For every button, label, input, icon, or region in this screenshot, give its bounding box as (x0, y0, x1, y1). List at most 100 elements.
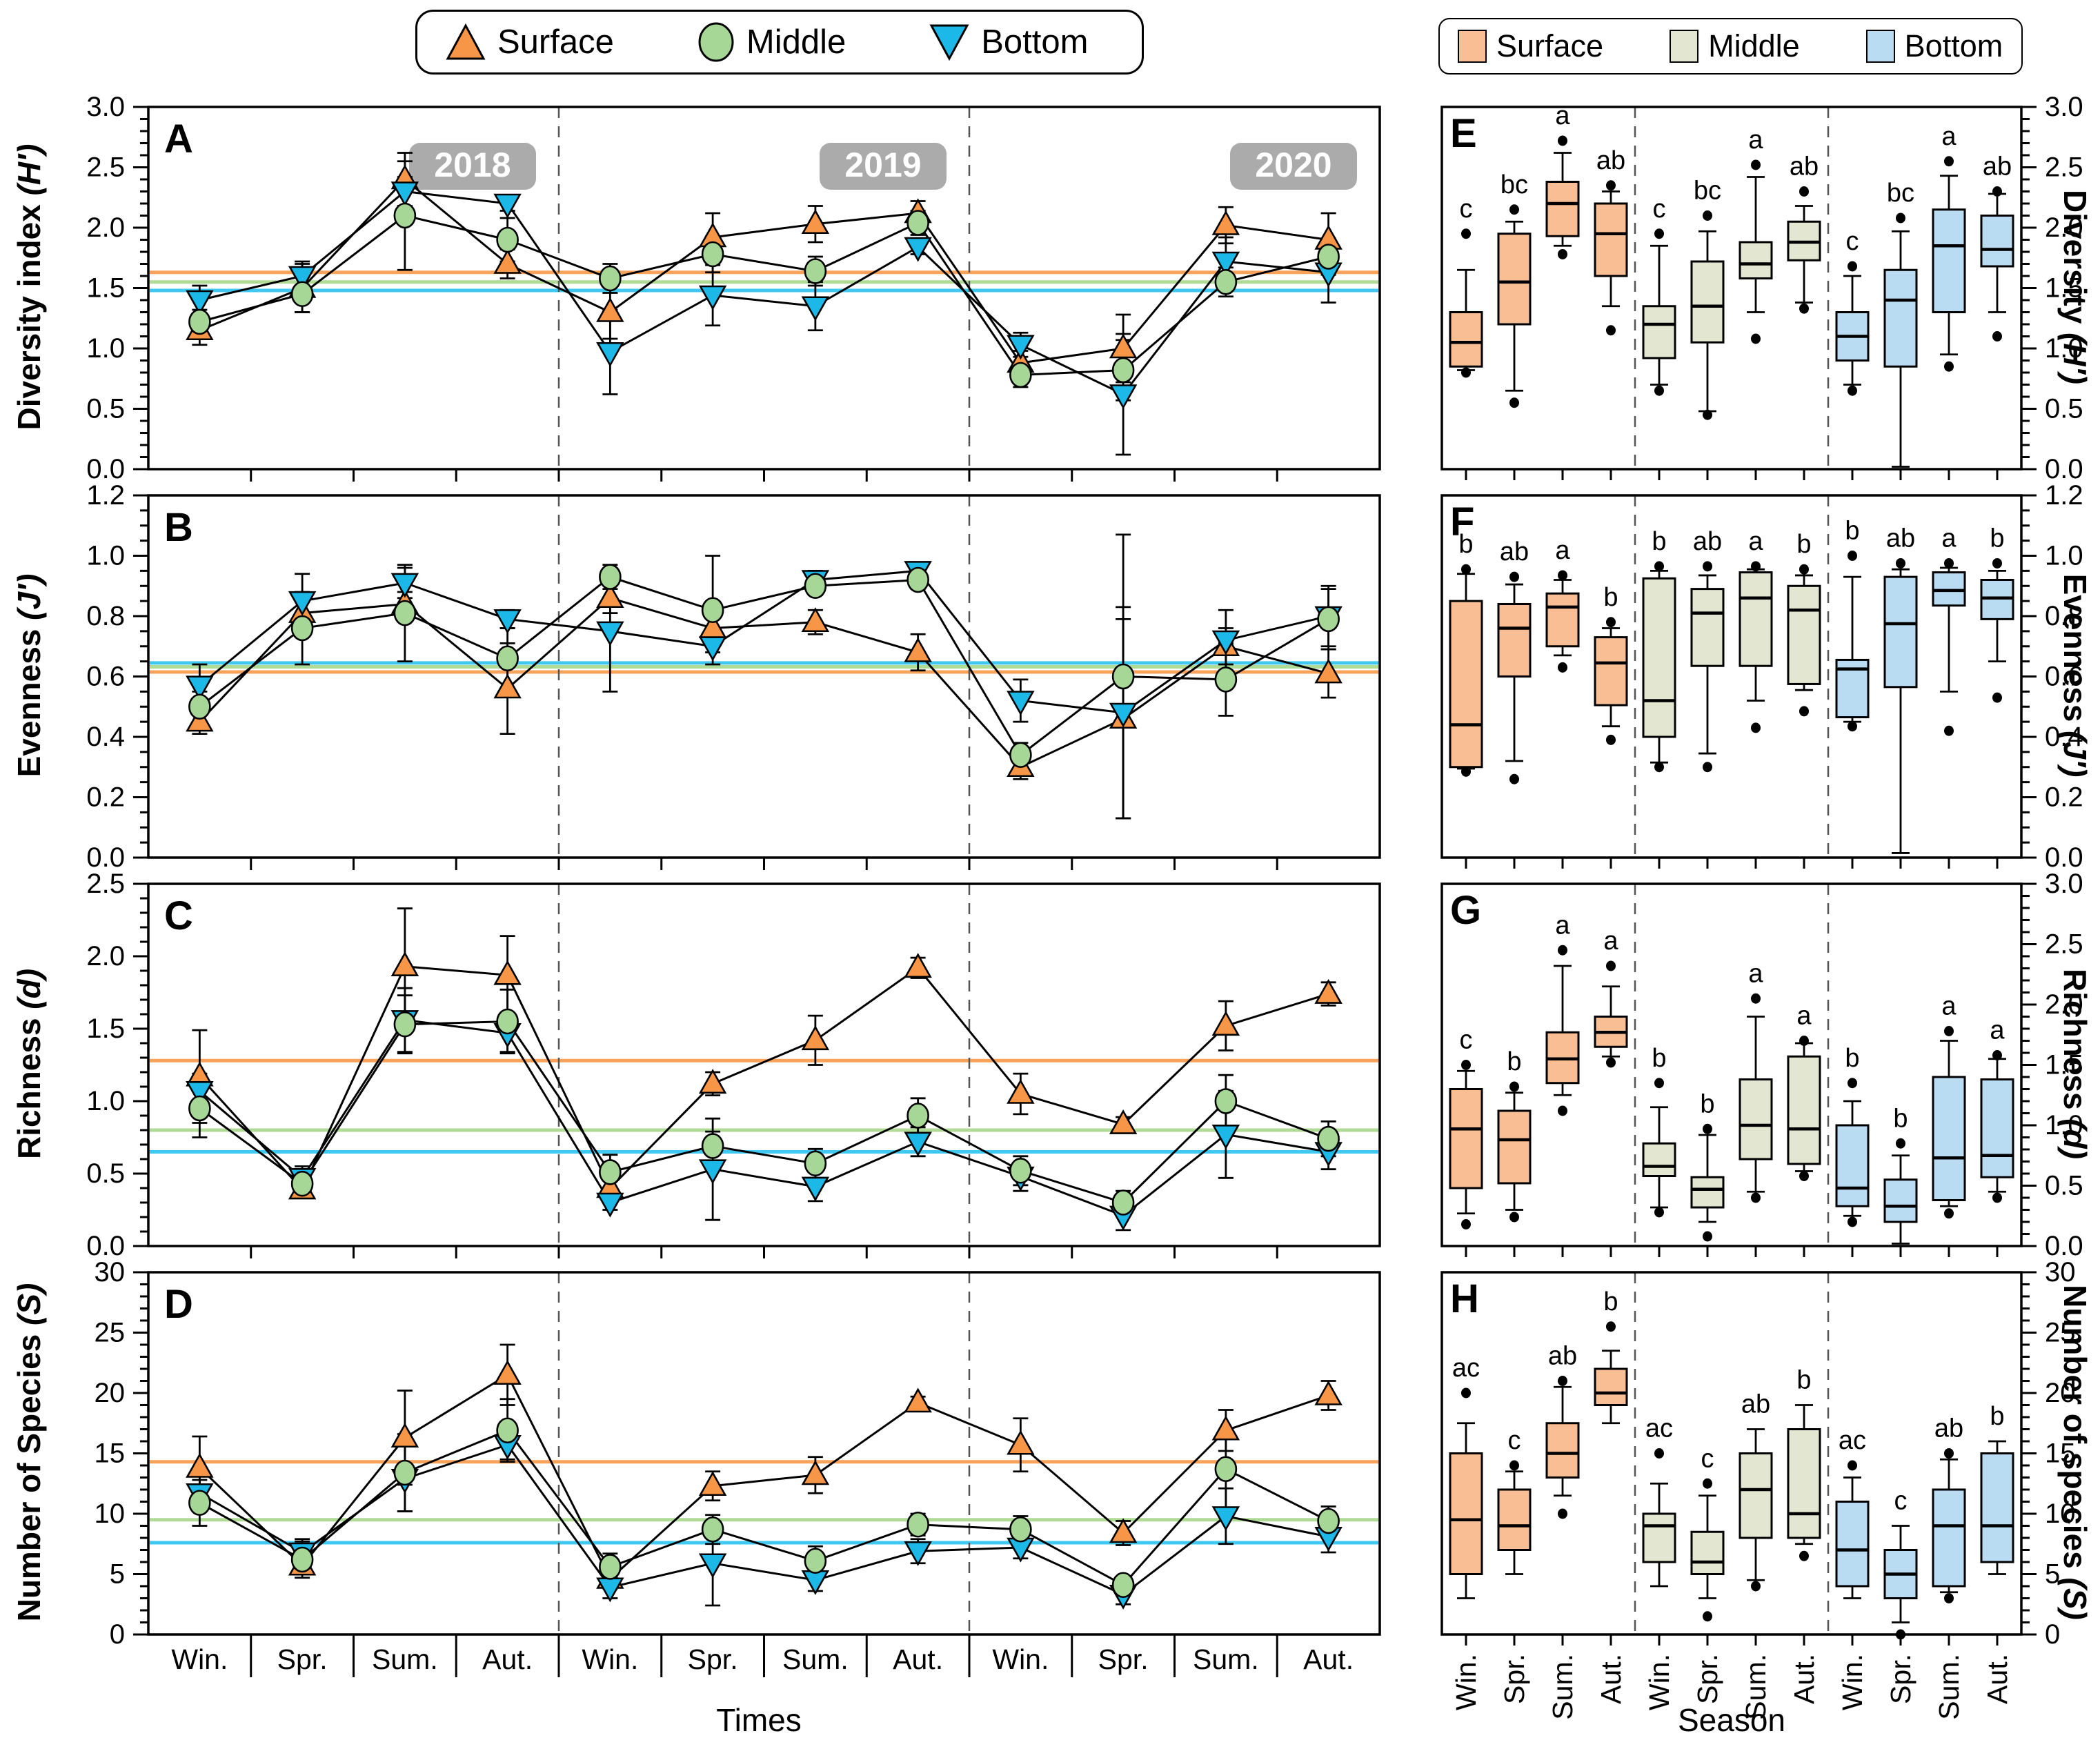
svg-text:3.0: 3.0 (2045, 92, 2083, 122)
legend-item-box-middle: Middle (1670, 28, 1800, 64)
series-line-middle (199, 575, 1329, 757)
svg-text:ac: ac (1839, 1426, 1866, 1455)
svg-text:0.2: 0.2 (86, 782, 125, 813)
legend-item-bottom: Bottom (927, 21, 1088, 63)
svg-text:30: 30 (2045, 1257, 2076, 1287)
svg-text:b: b (1603, 1287, 1618, 1316)
panel-letter-A: A (164, 117, 193, 161)
svg-text:1.0: 1.0 (2045, 333, 2083, 364)
legend-item-box-bottom: Bottom (1865, 28, 2003, 64)
series-line-bottom (199, 1018, 1329, 1217)
svg-text:a: a (1990, 1016, 2005, 1045)
svg-text:b: b (1603, 583, 1618, 612)
svg-text:Aut.: Aut. (893, 1643, 943, 1675)
series-line-surface (199, 1373, 1329, 1581)
svg-text:1.2: 1.2 (2045, 480, 2083, 511)
svg-text:1.5: 1.5 (86, 273, 125, 304)
boxgroup-bottom: b b a a (1835, 992, 2014, 1245)
svg-text:Win.: Win. (1643, 1654, 1675, 1710)
svg-text:Spr.: Spr. (277, 1643, 328, 1675)
panel-D-mean-lines (150, 1460, 1378, 1545)
series-line-bottom (199, 190, 1329, 396)
svg-text:b: b (1796, 530, 1811, 559)
svg-text:5: 5 (2045, 1559, 2060, 1590)
svg-text:1.0: 1.0 (2045, 541, 2083, 571)
series-errorbars-bottom (192, 564, 1336, 820)
svg-text:c: c (1460, 195, 1473, 224)
series-errorbars-middle (192, 533, 1336, 820)
svg-text:c: c (1508, 1426, 1521, 1455)
y-title-E: Diversity (H′) (2057, 189, 2093, 384)
series-markers-middle (188, 1417, 1340, 1599)
series-errorbars-middle (192, 988, 1336, 1216)
series-line-surface (199, 965, 1329, 1192)
svg-text:Win.: Win. (1836, 1654, 1868, 1710)
svg-text:2.5: 2.5 (2045, 929, 2083, 960)
legend-label-surface: Surface (497, 23, 614, 61)
svg-text:c: c (1846, 227, 1859, 256)
svg-text:a: a (1941, 122, 1957, 151)
svg-text:a: a (1555, 911, 1570, 940)
svg-text:Spr.: Spr. (1885, 1654, 1916, 1704)
svg-text:a: a (1555, 536, 1570, 565)
svg-text:Sum.: Sum. (372, 1643, 438, 1675)
svg-text:20: 20 (2045, 1378, 2076, 1408)
svg-text:0.0: 0.0 (2045, 454, 2083, 484)
svg-text:20: 20 (95, 1378, 126, 1408)
legend-label-middle: Middle (746, 23, 846, 61)
middle-box-swatch (1670, 30, 1699, 63)
svg-text:1.5: 1.5 (2045, 273, 2083, 304)
svg-text:b: b (1458, 530, 1473, 559)
svg-text:b: b (1507, 1047, 1521, 1076)
series-line-bottom (199, 569, 1329, 714)
svg-text:Aut.: Aut. (1788, 1654, 1820, 1704)
svg-text:5: 5 (110, 1559, 125, 1590)
svg-text:0.5: 0.5 (86, 394, 125, 424)
svg-text:b: b (1845, 1044, 1859, 1073)
boxgroup-middle: b b a a (1642, 959, 1821, 1242)
series-line-bottom (199, 1443, 1329, 1596)
svg-text:0.6: 0.6 (2045, 662, 2083, 692)
svg-text:ac: ac (1645, 1414, 1673, 1443)
svg-text:a: a (1603, 927, 1618, 956)
series-markers-bottom (186, 561, 1343, 728)
svg-text:1.0: 1.0 (86, 1086, 125, 1116)
surface-triangle-icon (446, 23, 486, 60)
boxgroup-surface: ac c abb (1449, 1287, 1628, 1599)
legend-boxes: Surface Middle Bottom (1438, 18, 2023, 75)
panel-D: 0 5 10 15 20 25 30 Win. Spr. Sum. Aut. Win. Spr. Sum.… (95, 1257, 1381, 1677)
panel-C: 0.0 0.5 1.0 1.5 2.0 2.5 (86, 869, 1381, 1261)
svg-text:2.0: 2.0 (2045, 213, 2083, 243)
series-errorbars-surface (192, 1343, 1336, 1590)
panel-A-mean-lines (150, 270, 1378, 293)
svg-text:0.0: 0.0 (2045, 842, 2083, 873)
legend-item-middle: Middle (695, 21, 846, 63)
panel-letter-G: G (1450, 888, 1482, 933)
series-markers-bottom (186, 181, 1343, 410)
panel-letter-C: C (164, 893, 193, 938)
svg-text:15: 15 (95, 1439, 126, 1469)
svg-text:ab: ab (1886, 524, 1915, 553)
svg-text:2.0: 2.0 (86, 941, 125, 971)
x-title-season: Season (1677, 1702, 1785, 1738)
legend-label-box-surface: Surface (1496, 28, 1604, 63)
svg-text:Aut.: Aut. (1303, 1643, 1354, 1675)
panel-letter-B: B (164, 505, 193, 550)
svg-text:0.4: 0.4 (2045, 722, 2083, 752)
boxgroup-surface: b ab ab (1449, 530, 1628, 784)
x-title-times: Times (716, 1702, 802, 1738)
legend-label-box-middle: Middle (1708, 28, 1800, 63)
svg-text:Spr.: Spr. (1098, 1643, 1149, 1675)
series-markers-surface (186, 1360, 1343, 1589)
y-title-B: Evenness (J′) (11, 573, 47, 778)
svg-text:3.0: 3.0 (86, 92, 125, 122)
panel-letter-E: E (1450, 111, 1477, 156)
y-title-D: Number of Species (S) (11, 1283, 47, 1622)
series-markers-middle (188, 1008, 1340, 1216)
series-errorbars-bottom (192, 1429, 1336, 1607)
svg-text:ab: ab (1741, 1390, 1770, 1419)
svg-text:ab: ab (1693, 527, 1722, 556)
bottom-triangle-icon (929, 24, 969, 61)
